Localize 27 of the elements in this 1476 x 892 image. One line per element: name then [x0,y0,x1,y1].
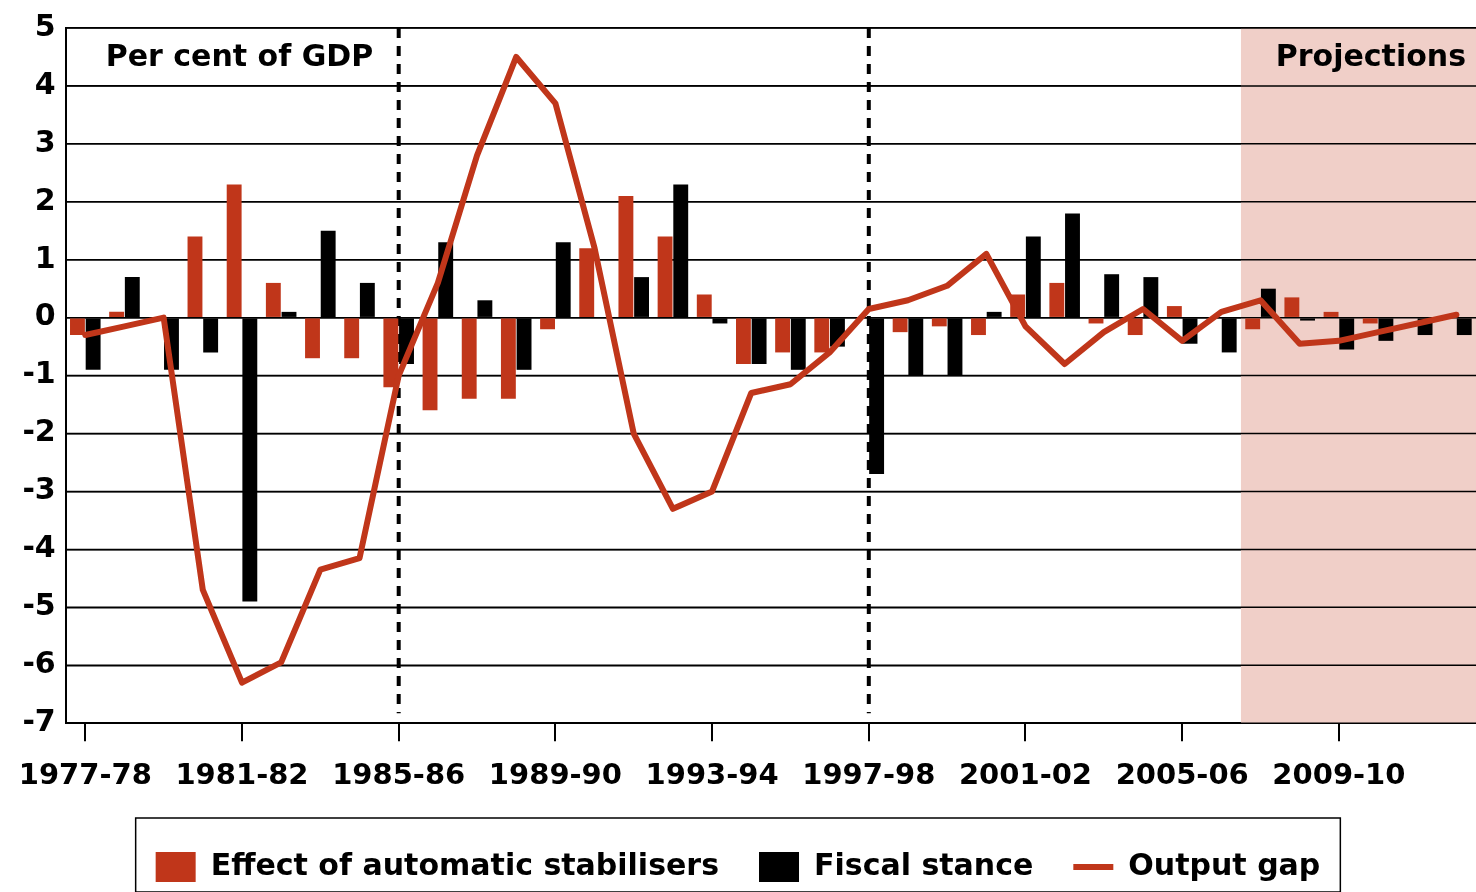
y-tick-label: -4 [22,529,56,565]
x-tick-label: 1977-78 [18,757,152,792]
y-tick-label: -7 [22,703,56,738]
x-tick-label: 1993-94 [645,757,779,792]
y-tick-label: -1 [22,355,56,391]
annotation: Per cent of GDP [105,37,374,73]
y-tick-label: -6 [22,645,56,681]
annotation: Projections [1275,37,1466,73]
y-tick-label: 1 [34,239,56,275]
x-tick-label: 1997-98 [802,757,936,792]
x-tick-label: 1989-90 [488,757,622,792]
x-tick-label: 1985-86 [332,757,466,792]
y-tick-label: -2 [22,413,56,449]
y-tick-label: 5 [34,7,56,43]
x-tick-label: 1981-82 [175,757,309,792]
legend-label: Output gap [1128,846,1321,882]
legend-label: Effect of automatic stabilisers [210,846,720,882]
y-tick-label: -5 [22,587,56,623]
y-tick-label: 0 [34,297,56,333]
legend-label: Fiscal stance [814,846,1034,882]
x-tick-label: 2001-02 [958,757,1093,792]
x-tick-label: 2005-06 [1115,757,1249,792]
y-tick-label: 3 [34,123,56,159]
x-tick-label: 2009-10 [1272,757,1406,792]
y-tick-label: -3 [22,471,56,507]
y-tick-label: 4 [34,65,56,101]
y-tick-label: 2 [34,181,56,217]
